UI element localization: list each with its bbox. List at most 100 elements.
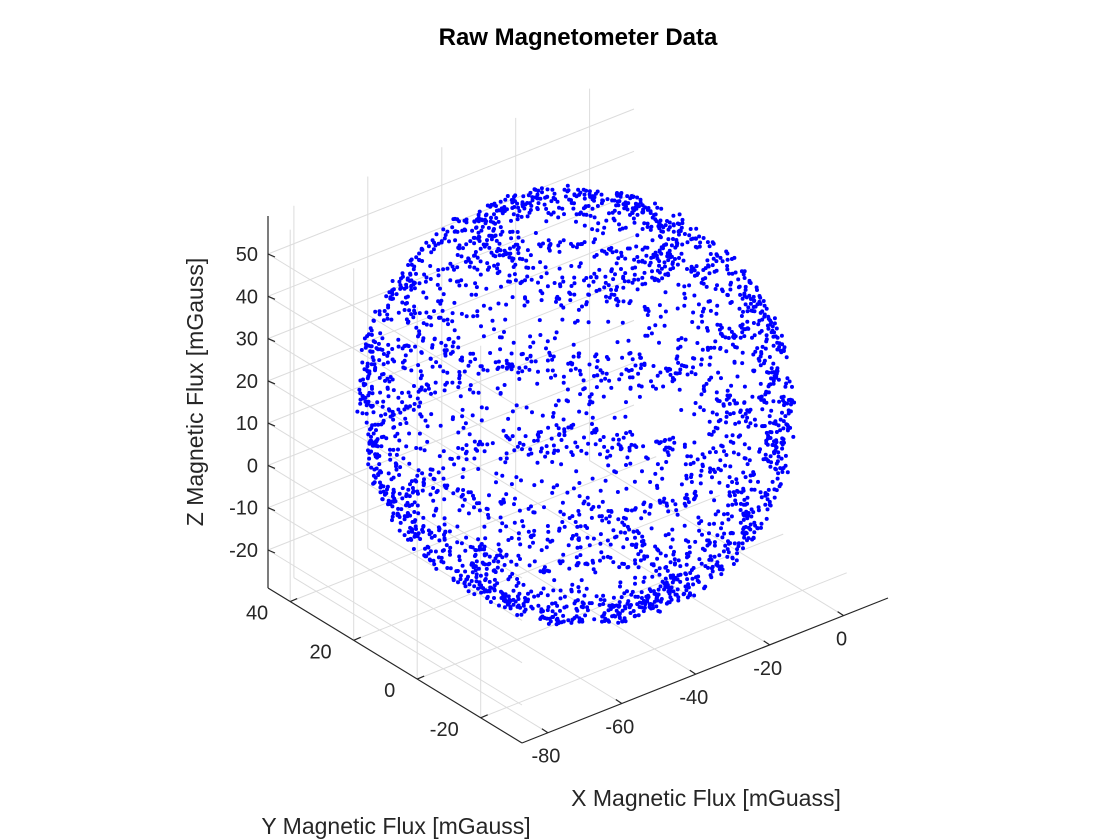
data-point: [756, 508, 761, 513]
data-point: [609, 268, 614, 273]
data-point: [496, 542, 501, 547]
data-point: [573, 440, 578, 445]
data-point: [411, 315, 416, 320]
data-point: [442, 522, 447, 527]
data-point: [388, 457, 393, 462]
data-point: [429, 535, 434, 540]
data-point: [707, 419, 712, 424]
data-point: [569, 241, 573, 246]
data-point: [576, 242, 580, 247]
data-point: [679, 336, 684, 341]
data-point: [776, 377, 781, 382]
z-tick-label: -10: [229, 498, 258, 520]
data-point: [711, 429, 716, 434]
data-point: [727, 271, 731, 276]
data-point: [431, 513, 436, 518]
data-point: [771, 361, 776, 366]
data-point: [614, 249, 619, 254]
data-point: [542, 570, 547, 575]
data-point: [514, 562, 519, 567]
data-point: [782, 403, 786, 408]
data-point: [614, 296, 619, 301]
data-point: [495, 262, 500, 267]
data-point: [488, 219, 493, 224]
data-point: [437, 454, 442, 459]
data-point: [683, 584, 688, 589]
data-point: [366, 462, 371, 467]
data-point: [544, 206, 549, 211]
data-point: [366, 432, 371, 437]
data-point: [450, 319, 455, 324]
data-point: [520, 519, 525, 524]
data-point: [424, 240, 429, 245]
data-point: [626, 338, 631, 343]
data-point: [693, 372, 698, 377]
data-point: [771, 381, 776, 386]
data-point: [700, 532, 704, 537]
data-point: [463, 283, 468, 288]
data-point: [585, 526, 590, 530]
data-point: [734, 558, 739, 563]
data-point: [574, 606, 579, 611]
data-point: [424, 322, 429, 327]
data-point: [707, 531, 711, 536]
data-point: [451, 217, 456, 222]
data-point: [560, 559, 565, 564]
data-point: [735, 374, 740, 379]
data-point: [373, 475, 378, 480]
data-point: [464, 457, 469, 462]
data-point: [542, 202, 547, 207]
data-point: [676, 282, 681, 287]
data-point: [391, 425, 396, 430]
data-point: [385, 385, 390, 390]
data-point: [700, 309, 705, 314]
data-point: [761, 457, 766, 462]
data-point: [610, 198, 615, 203]
data-point: [398, 410, 403, 415]
data-point: [675, 354, 680, 359]
data-point: [772, 487, 777, 492]
data-point: [519, 478, 523, 483]
data-point: [666, 237, 671, 242]
data-point: [390, 357, 395, 362]
data-point: [702, 455, 707, 460]
data-point: [577, 616, 582, 621]
data-point: [402, 308, 407, 312]
data-point: [745, 513, 750, 517]
data-point: [685, 555, 689, 560]
data-point: [635, 594, 640, 599]
data-point: [461, 467, 466, 472]
data-point: [436, 555, 441, 560]
data-point: [755, 346, 760, 351]
data-point: [396, 506, 401, 511]
data-point: [767, 355, 772, 359]
data-point: [428, 315, 433, 320]
data-point: [604, 299, 609, 304]
data-point: [472, 456, 477, 461]
z-tick-label: 20: [236, 371, 258, 393]
data-point: [657, 572, 662, 577]
data-point: [729, 530, 734, 535]
data-point: [395, 511, 400, 516]
data-point: [663, 290, 668, 295]
data-point: [458, 573, 463, 578]
data-point: [743, 302, 748, 307]
data-point: [587, 292, 591, 297]
data-point: [394, 452, 399, 457]
data-point: [455, 229, 460, 234]
data-point: [550, 538, 555, 543]
data-point: [513, 496, 517, 501]
data-point: [483, 213, 488, 218]
data-point: [762, 358, 767, 363]
data-point: [479, 418, 484, 423]
data-point: [724, 249, 729, 254]
data-point: [742, 384, 747, 389]
data-point: [409, 537, 414, 542]
data-point: [586, 502, 591, 507]
data-point: [447, 549, 452, 554]
data-point: [556, 426, 561, 431]
data-point: [757, 395, 762, 400]
data-point: [582, 435, 586, 440]
data-point: [562, 524, 567, 529]
data-point: [418, 446, 423, 451]
